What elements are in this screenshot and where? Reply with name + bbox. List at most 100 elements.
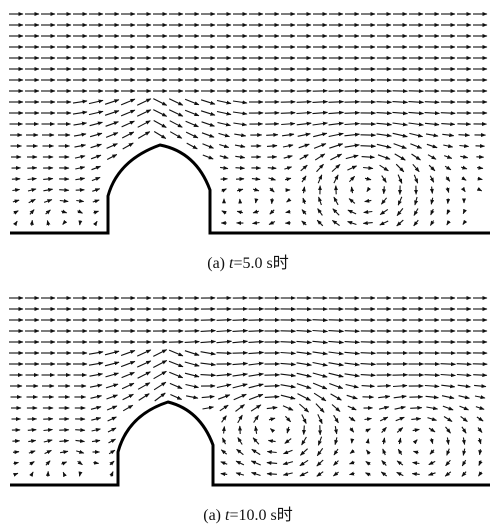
- velocity-vector: [91, 155, 101, 159]
- velocity-vector: [268, 440, 275, 441]
- velocity-vector: [75, 178, 84, 179]
- velocity-vector: [76, 451, 84, 453]
- velocity-vector: [318, 414, 322, 423]
- velocity-vector: [478, 179, 483, 180]
- velocity-vector: [233, 374, 248, 376]
- velocity-vector: [75, 156, 85, 158]
- velocity-vector: [380, 417, 388, 421]
- velocity-vector: [442, 134, 453, 135]
- velocity-vector: [74, 134, 86, 136]
- velocity-vector: [446, 460, 451, 466]
- velocity-vector: [238, 438, 242, 445]
- velocity-vector: [329, 341, 344, 342]
- velocity-vector: [269, 178, 276, 180]
- velocity-vector: [447, 210, 449, 215]
- velocity-vector: [32, 220, 33, 225]
- velocity-vector: [349, 199, 355, 204]
- velocity-vector: [297, 373, 312, 376]
- velocity-vector: [318, 175, 322, 183]
- velocity-vector: [380, 221, 388, 225]
- velocity-vector: [12, 190, 19, 191]
- velocity-vector: [425, 123, 439, 124]
- velocity-vector: [347, 166, 356, 170]
- velocity-vector: [105, 362, 119, 366]
- velocity-vector: [222, 416, 227, 423]
- velocity-vector: [252, 473, 261, 476]
- velocity-vector: [185, 342, 200, 343]
- velocity-vector: [252, 179, 260, 180]
- velocity-vector: [267, 463, 277, 464]
- velocity-vector: [105, 100, 119, 105]
- velocity-vector: [352, 439, 353, 443]
- velocity-vector: [425, 113, 440, 114]
- velocity-vector: [480, 449, 481, 455]
- velocity-vector: [382, 176, 387, 183]
- velocity-vector: [169, 372, 182, 377]
- velocity-vector: [409, 133, 422, 136]
- velocity-vector: [93, 200, 99, 202]
- velocity-vector: [154, 121, 167, 128]
- velocity-vector: [222, 189, 227, 191]
- velocity-vector: [138, 383, 150, 390]
- velocity-vector: [329, 134, 344, 137]
- velocity-vector: [462, 460, 465, 466]
- velocity-vector: [447, 449, 450, 456]
- velocity-vector: [443, 406, 453, 410]
- velocity-vector: [28, 179, 37, 180]
- velocity-vector: [474, 385, 486, 386]
- velocity-vector: [300, 460, 308, 465]
- velocity-vector: [95, 221, 97, 224]
- velocity-vector: [377, 102, 392, 103]
- velocity-vector: [317, 460, 323, 466]
- velocity-vector: [313, 102, 328, 103]
- velocity-vector: [201, 352, 216, 355]
- velocity-vector: [92, 189, 99, 192]
- velocity-vector: [105, 111, 119, 116]
- velocity-vector: [463, 449, 464, 456]
- figure: (a) t=5.0 s时 (a) t=10.0 s时: [0, 0, 496, 526]
- velocity-vector: [345, 374, 360, 376]
- velocity-vector: [110, 461, 114, 465]
- velocity-vector: [394, 144, 407, 149]
- velocity-vector: [221, 474, 227, 475]
- velocity-vector: [441, 385, 454, 387]
- velocity-vector: [30, 210, 34, 215]
- velocity-vector: [314, 144, 326, 149]
- velocity-vector: [287, 200, 290, 202]
- velocity-vector: [332, 220, 339, 225]
- velocity-vector: [429, 165, 435, 171]
- velocity-vector: [236, 473, 244, 475]
- velocity-vector: [414, 209, 418, 216]
- velocity-vector: [217, 101, 231, 104]
- velocity-vector: [329, 384, 342, 389]
- velocity-vector: [233, 101, 247, 103]
- velocity-vector: [383, 449, 386, 455]
- velocity-vector: [313, 112, 328, 113]
- velocity-vector: [304, 426, 305, 435]
- velocity-vector: [366, 461, 370, 464]
- velocity-vector: [479, 438, 481, 444]
- velocity-vector: [123, 143, 134, 149]
- velocity-vector: [154, 132, 166, 139]
- velocity-vector: [89, 100, 103, 103]
- velocity-vector: [44, 440, 52, 442]
- velocity-vector: [15, 221, 17, 225]
- velocity-vector: [319, 197, 322, 205]
- velocity-vector: [430, 450, 434, 454]
- velocity-vector: [398, 175, 402, 184]
- velocity-vector: [236, 461, 244, 465]
- velocity-vector: [170, 132, 182, 139]
- velocity-vector: [425, 386, 439, 387]
- caption: (a) t=10.0 s时: [203, 506, 292, 524]
- velocity-vector: [92, 166, 101, 169]
- caption: (a) t=5.0 s时: [207, 254, 288, 272]
- velocity-vector: [384, 186, 385, 193]
- velocity-vector: [462, 178, 466, 181]
- velocity-vector: [381, 472, 386, 476]
- velocity-vector: [409, 102, 424, 103]
- velocity-vector: [427, 144, 437, 147]
- velocity-vector: [170, 383, 182, 388]
- velocity-vector: [297, 331, 312, 332]
- velocity-vector: [409, 112, 424, 113]
- velocity-vector: [249, 374, 264, 376]
